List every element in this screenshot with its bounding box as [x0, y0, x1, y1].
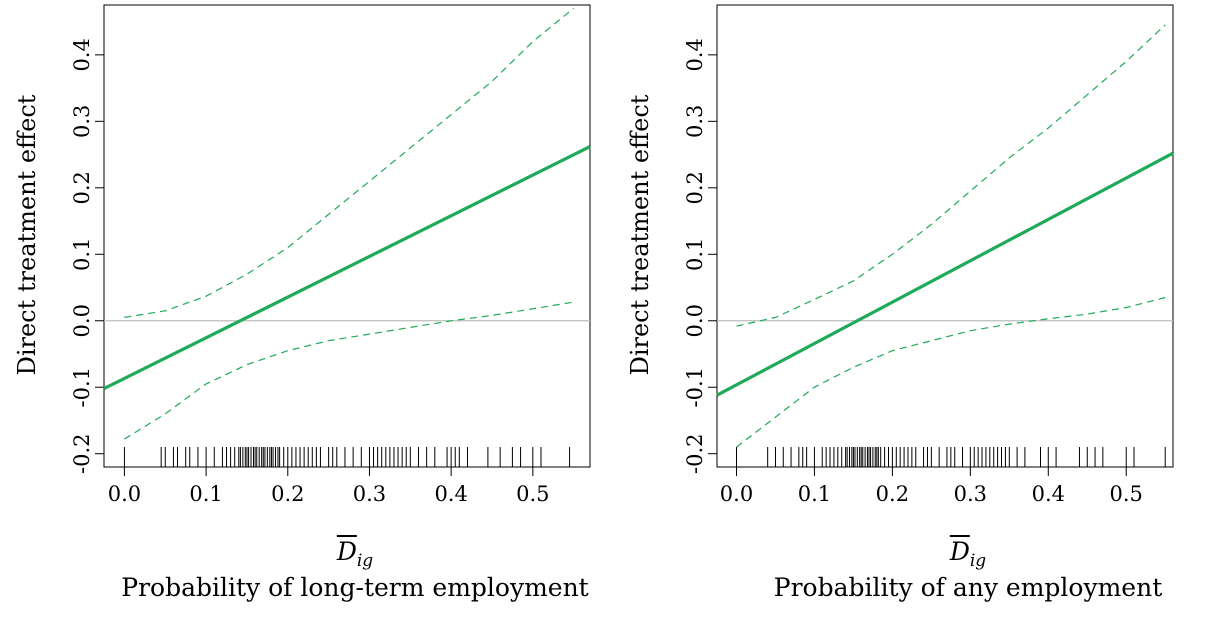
y-tick-label: 0.2 [70, 171, 94, 204]
x-tick-label: 0.3 [954, 482, 987, 506]
chart-caption: Probability of long-term employment [121, 573, 589, 602]
x-axis-subscript: ig [969, 551, 987, 571]
y-tick-label: 0.2 [683, 171, 707, 204]
x-axis-title: Dig [305, 537, 405, 571]
x-tick-label: 0.5 [1110, 482, 1143, 506]
chart-right-plot: -0.2 -0.1 0.0 0.1 0.2 0.3 0.4 0.0 0.1 0.2 0.3 0.4 0.… [683, 4, 1174, 506]
y-tick-label: -0.2 [70, 433, 94, 474]
plot-frame [716, 4, 1174, 468]
y-tick-label: 0.0 [70, 304, 94, 337]
x-axis-symbol: D [336, 537, 357, 566]
x-tick-label: 0.1 [798, 482, 831, 506]
lower-band-line [124, 301, 574, 440]
y-tick-label: 0.0 [683, 304, 707, 337]
lower-band-line [736, 296, 1166, 448]
upper-band-line [124, 7, 575, 318]
y-tick-label: -0.2 [683, 433, 707, 474]
y-tick-label: 0.1 [683, 238, 707, 271]
y-axis-title: Direct treatment effect [626, 94, 654, 376]
y-tick-label: 0.1 [70, 238, 94, 271]
y-axis-title: Direct treatment effect [13, 94, 41, 376]
x-tick-label: 0.4 [1032, 482, 1065, 506]
x-tick-label: 0.0 [720, 482, 753, 506]
chart-right: -0.2 -0.1 0.0 0.1 0.2 0.3 0.4 0.0 0.1 0.2 0.3 0.4 0.… [613, 0, 1225, 617]
x-axis-title: Dig [918, 537, 1018, 571]
chart-left: -0.2 -0.1 0.0 0.1 0.2 0.3 0.4 0.0 0.1 0.2 0.3 0.4 0.… [0, 0, 612, 617]
estimate-line [103, 145, 591, 391]
plot-frame [103, 4, 591, 468]
x-tick-label: 0.2 [271, 482, 304, 506]
y-tick-label: 0.3 [683, 105, 707, 138]
x-tick-label: 0.2 [876, 482, 909, 506]
x-axis-symbol: D [949, 537, 970, 566]
x-axis-subscript: ig [356, 551, 374, 571]
x-tick-label: 0.3 [353, 482, 386, 506]
y-tick-label: 0.4 [683, 38, 707, 71]
y-tick-label: 0.4 [70, 38, 94, 71]
x-tick-label: 0.5 [516, 482, 549, 506]
x-tick-label: 0.1 [189, 482, 222, 506]
y-tick-label: -0.1 [70, 367, 94, 408]
x-tick-label: 0.4 [434, 482, 467, 506]
y-tick-label: -0.1 [683, 367, 707, 408]
upper-band-line [736, 24, 1166, 327]
x-tick-label: 0.0 [108, 482, 141, 506]
estimate-line [716, 151, 1174, 397]
chart-caption: Probability of any employment [773, 573, 1163, 602]
y-tick-label: 0.3 [70, 105, 94, 138]
chart-left-plot: -0.2 -0.1 0.0 0.1 0.2 0.3 0.4 0.0 0.1 0.2 0.3 0.4 0.… [70, 4, 591, 506]
